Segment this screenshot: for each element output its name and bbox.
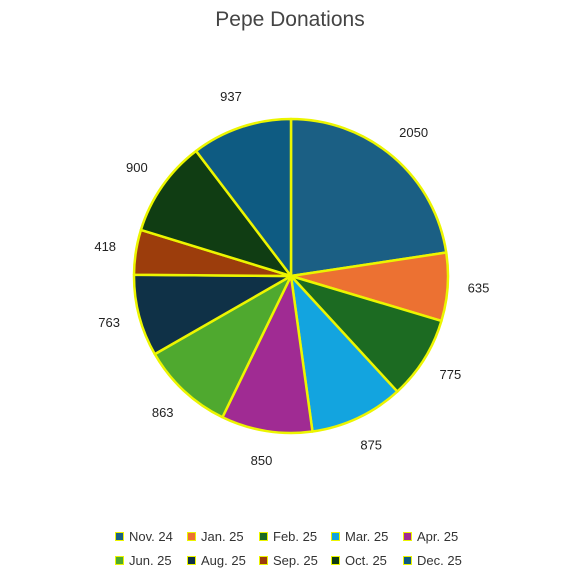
pie-slice-nov-24 — [289, 117, 448, 278]
legend-label: Feb. 25 — [273, 529, 318, 544]
legend-item: Feb. 25 — [259, 529, 331, 544]
data-label: 635 — [468, 281, 490, 296]
legend: Nov. 24 Jan. 25 Feb. 25 Mar. 25 Apr. 25 Jun. … — [115, 529, 475, 568]
legend-swatch — [331, 556, 340, 565]
data-label: 900 — [126, 160, 148, 175]
pie-slice-dec-25 — [139, 149, 293, 278]
legend-swatch — [187, 556, 196, 565]
legend-item: Nov. 24 — [115, 529, 187, 544]
legend-item: Dec. 25 — [403, 553, 475, 568]
legend-label: Aug. 25 — [201, 553, 246, 568]
legend-swatch — [403, 532, 412, 541]
pie-slice-feb-25 — [289, 274, 443, 393]
data-label: 863 — [152, 405, 174, 420]
data-label: 2050 — [399, 125, 428, 140]
legend-label: Jun. 25 — [129, 553, 172, 568]
legend-item: Jun. 25 — [115, 553, 187, 568]
legend-swatch — [115, 556, 124, 565]
legend-label: Jan. 25 — [201, 529, 244, 544]
legend-item: Apr. 25 — [403, 529, 475, 544]
pie-slice-aug-25 — [153, 274, 293, 419]
legend-swatch — [187, 532, 196, 541]
legend-item: Aug. 25 — [187, 553, 259, 568]
legend-item: Mar. 25 — [331, 529, 403, 544]
legend-swatch — [259, 532, 268, 541]
chart-title: Pepe Donations — [215, 8, 365, 31]
legend-swatch — [115, 532, 124, 541]
legend-label: Apr. 25 — [417, 529, 459, 544]
legend-label: Oct. 25 — [345, 553, 387, 568]
legend-item: Oct. 25 — [331, 553, 403, 568]
data-label: 937 — [220, 89, 242, 104]
legend-swatch — [259, 556, 268, 565]
data-label: 850 — [251, 453, 273, 468]
legend-label: Dec. 25 — [417, 553, 462, 568]
legend-label: Nov. 24 — [129, 529, 173, 544]
data-label: 875 — [360, 438, 382, 453]
legend-swatch — [331, 532, 340, 541]
legend-swatch — [403, 556, 412, 565]
pie-slice-apr-25 — [194, 117, 293, 278]
pie-slice-jun-25 — [221, 274, 314, 435]
legend-item: Jan. 25 — [187, 529, 259, 544]
data-label: 775 — [440, 367, 462, 382]
pie-slice-mar-25 — [289, 274, 399, 433]
legend-label: Sep. 25 — [273, 553, 318, 568]
data-label: 418 — [94, 239, 116, 254]
legend-label: Mar. 25 — [345, 529, 389, 544]
legend-item: Sep. 25 — [259, 553, 331, 568]
data-label: 763 — [98, 315, 120, 330]
